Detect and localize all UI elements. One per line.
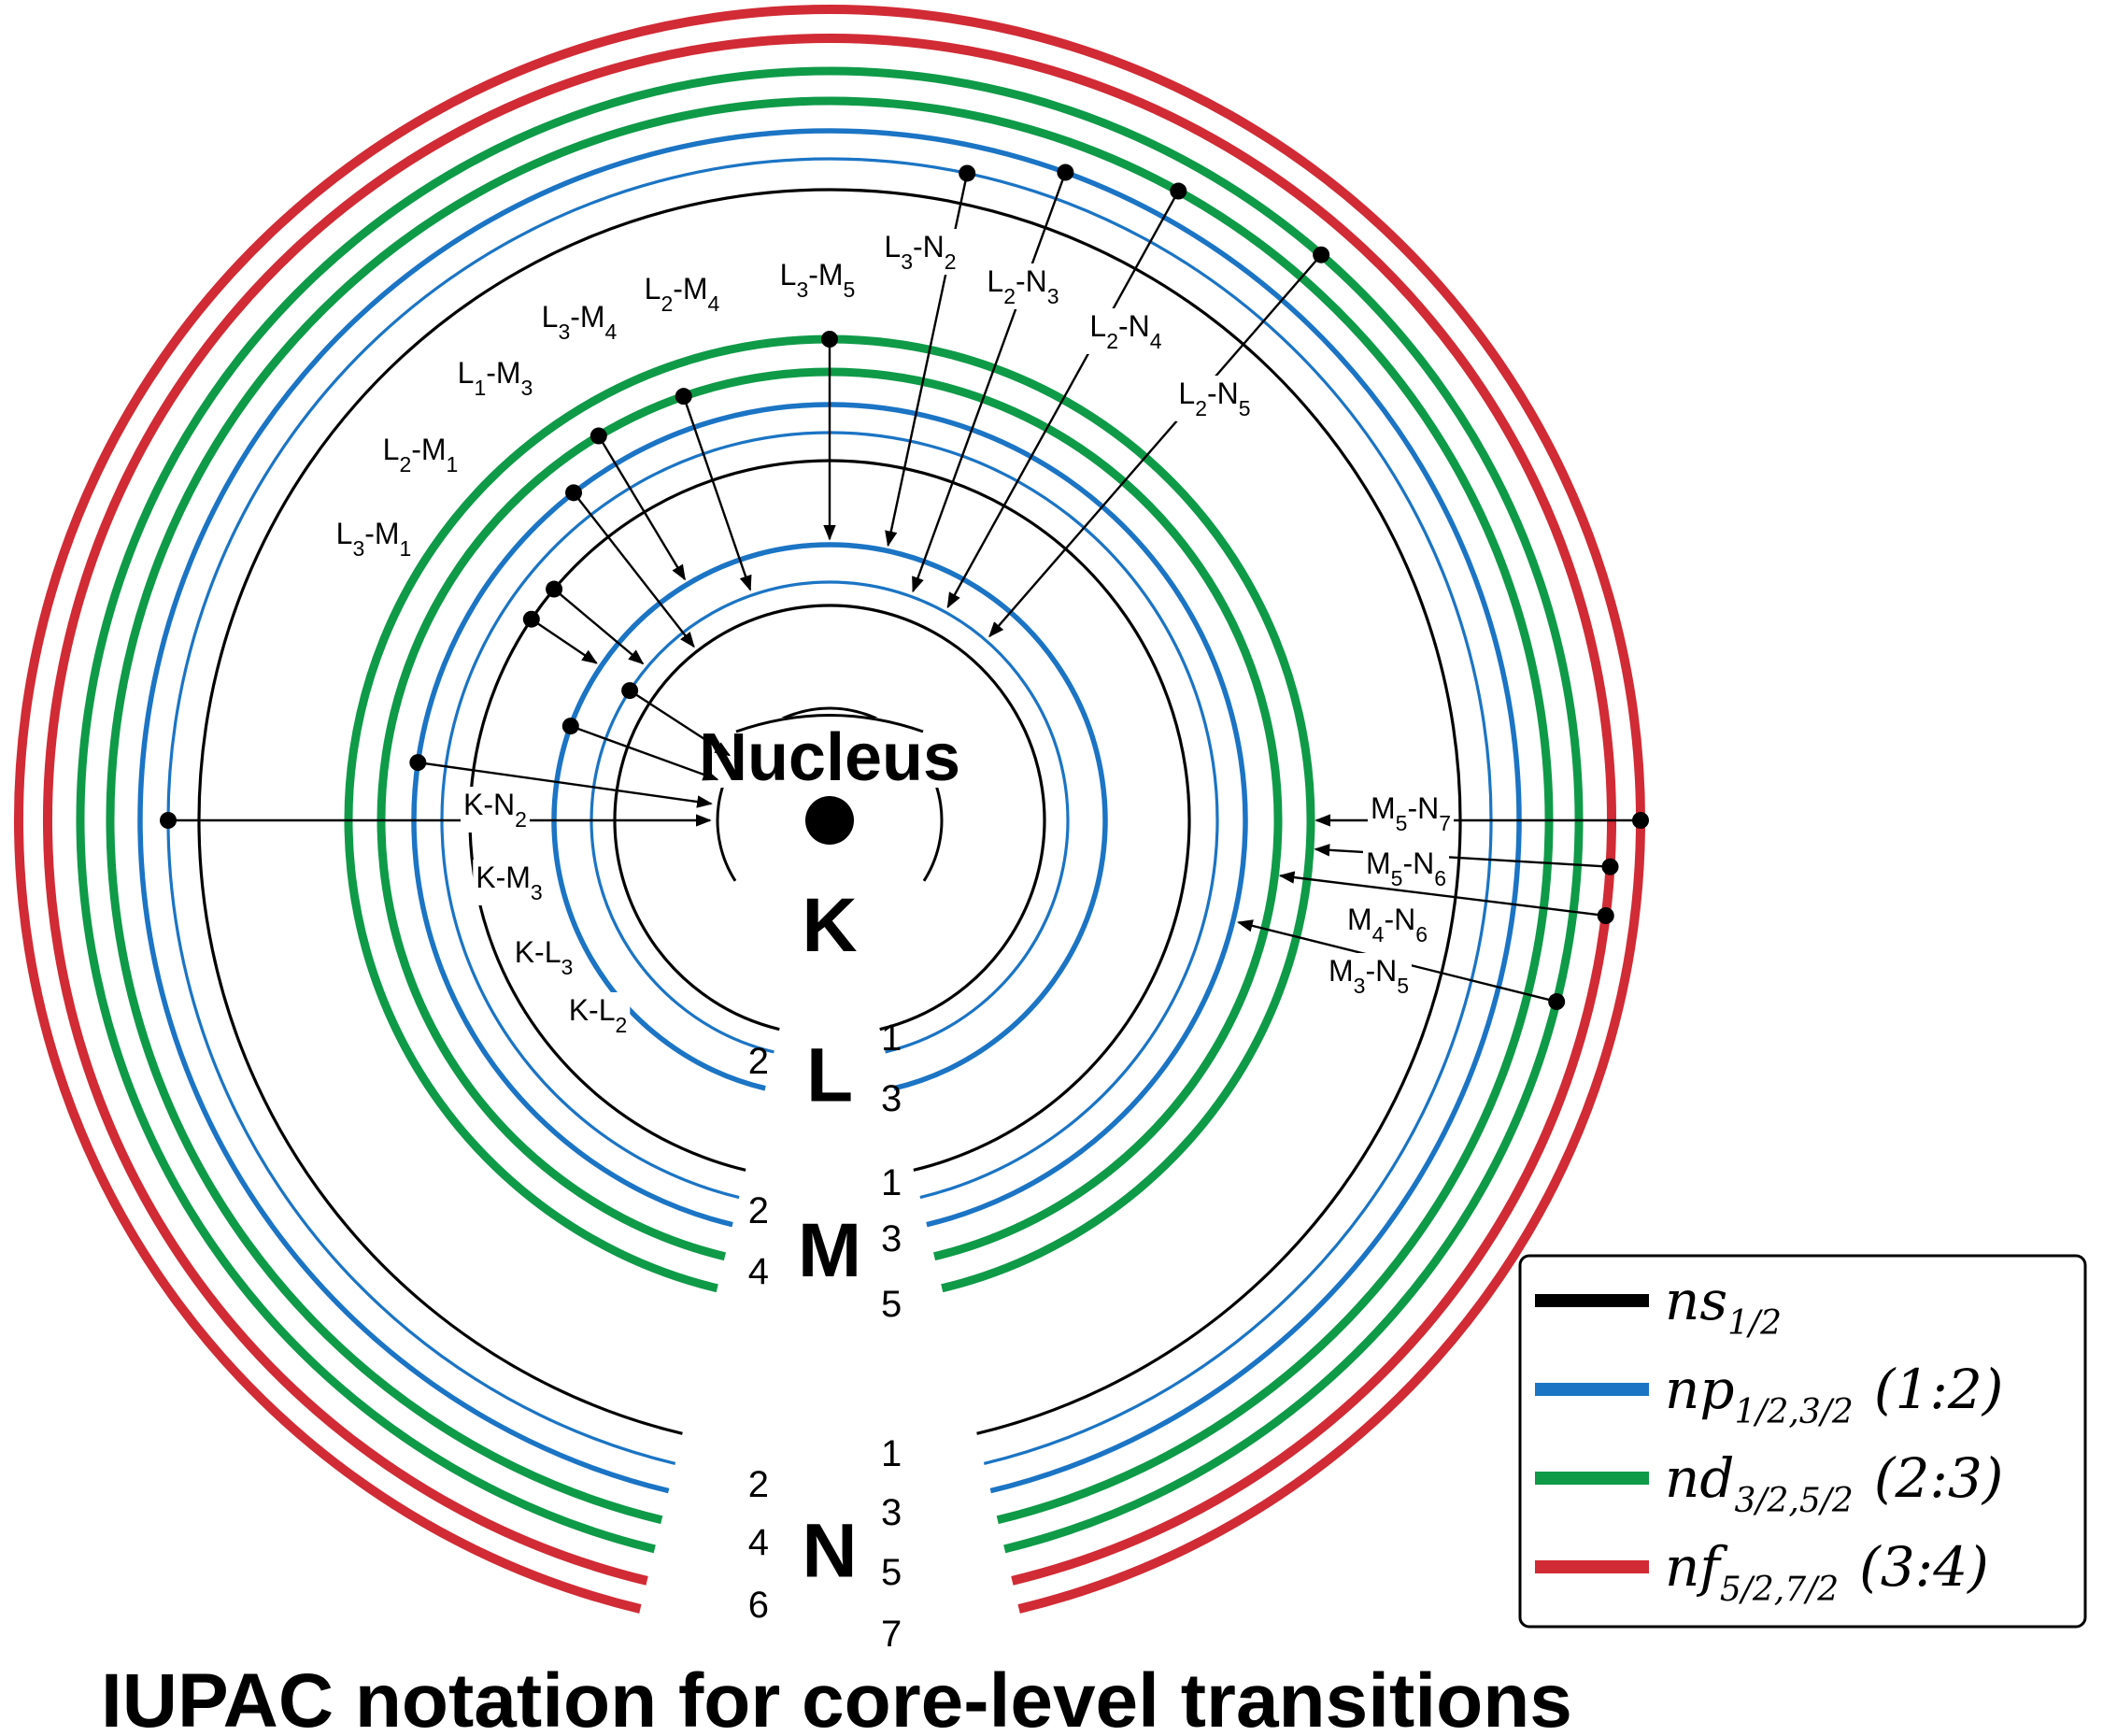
subshell-index-L1: 1 [881,1017,902,1059]
subshell-index-M1: 1 [881,1162,902,1203]
ring-K-top [735,714,924,733]
transition-label-L3-M5: L3-M5 [776,257,859,303]
svg-text:M4-N6: M4-N6 [1347,903,1428,946]
nucleus-label-backdrop [689,718,970,788]
legend: ns1/2 np1/2,3/2 (1:2) nd3/2,5/2 (2:3) nf5/2,7… [1518,1254,2087,1629]
svg-text:L2-N4: L2-N4 [1089,309,1161,353]
subshell-index-N5: 5 [881,1552,902,1593]
svg-text:L1-M3: L1-M3 [458,356,533,400]
svg-text:K-N2: K-N2 [463,788,527,832]
legend-label-s: ns1/2 [1665,1269,1782,1343]
ring-L3 [551,542,1108,1091]
nucleus-dot [805,796,854,845]
subshell-index-N6: 6 [748,1585,769,1626]
svg-text:L3-N2: L3-N2 [884,230,956,274]
transition-arrow-K-M3 [418,761,713,808]
transition-label-L1-M3: L1-M3 [454,355,536,401]
transition-arrow-L2-M1 [553,588,645,665]
transition-label-L3-M4: L3-M4 [538,299,620,345]
ring-N2 [166,157,1493,1465]
transition-arrow-L2-M4 [682,395,752,591]
transition-arrow-M5-N6 [1314,844,1611,868]
transition-arrow-L2-N4 [946,190,1180,609]
subshell-index-N3: 3 [881,1492,902,1533]
svg-text:L2-N5: L2-N5 [1178,377,1250,420]
transition-label-L2-M4: L2-M4 [641,271,723,317]
ring-L1 [613,604,1046,1032]
legend-box [1518,1254,2087,1629]
svg-text:L3-M5: L3-M5 [780,258,856,302]
transition-arrow-K-L2 [629,690,732,757]
svg-text:M5-N6: M5-N6 [1366,847,1446,890]
subshell-index-N2: 2 [748,1464,769,1505]
transition-label-L3-M1: L3-M1 [333,516,415,562]
svg-text:L3-M4: L3-M4 [542,300,618,344]
legend-label-d: nd3/2,5/2 (2:3) [1665,1446,2003,1520]
transition-label-L2-N5: L2-N5 [1175,376,1254,421]
svg-text:L3-M1: L3-M1 [336,517,412,561]
svg-text:L2-N3: L2-N3 [987,264,1059,308]
transition-label-K-N2: K-N2 [461,787,530,832]
shell-letter-M: M [798,1208,861,1293]
page-title: IUPAC notation for core-level transition… [101,1658,1572,1736]
transition-arrow-M4-N6 [1278,871,1606,918]
transition-label-M5-N7: M5-N7 [1367,790,1455,836]
ring-N5 [76,66,1584,1554]
subshell-index-N4: 4 [748,1522,769,1563]
subshell-index-L2: 2 [748,1041,769,1082]
subshell-index-N7: 7 [881,1614,902,1655]
svg-text:K-L2: K-L2 [569,993,628,1037]
legend-label-f: nf5/2,7/2 (3:4) [1665,1535,1989,1609]
transition-label-M3-N5: M3-N5 [1325,953,1413,999]
transition-label-K-L2: K-L2 [565,992,631,1038]
transition-label-L2-N3: L2-N3 [984,263,1062,309]
subshell-index-M5: 5 [881,1284,902,1325]
transition-arrow-L2-N3 [912,172,1067,593]
shell-letter-K: K [802,883,857,968]
transition-arrow-L1-M3 [573,491,695,648]
subshell-index-M4: 4 [748,1251,769,1292]
transition-label-L2-M1: L2-M1 [379,432,462,477]
transition-label-L3-N2: L3-N2 [881,229,959,275]
transition-label-K-L3: K-L3 [511,934,576,980]
shell-letter-L: L [806,1033,853,1118]
svg-text:M3-N5: M3-N5 [1329,954,1409,998]
ring-N6 [42,33,1616,1586]
svg-text:K-M3: K-M3 [476,861,542,904]
transition-arrow-K-L3 [570,724,719,781]
ring-K [716,706,944,882]
subshell-index-M2: 2 [748,1190,769,1231]
nucleus-label: Nucleus [699,720,960,795]
svg-text:L2-M1: L2-M1 [383,433,459,477]
subshell-index-M3: 3 [881,1218,902,1259]
ring-N1 [197,188,1462,1435]
svg-text:K-L3: K-L3 [515,935,574,979]
subshell-index-L3: 3 [881,1078,902,1119]
transition-arrow-L3-M1 [531,618,598,664]
transition-arrow-L3-M4 [597,434,687,581]
subshell-index-N1: 1 [881,1433,902,1474]
ring-N3 [137,128,1522,1494]
ring-L2 [590,580,1070,1054]
transition-label-K-M3: K-M3 [473,860,546,905]
shell-rings [14,5,1645,1614]
svg-text:M5-N7: M5-N7 [1371,791,1451,835]
ring-N7 [14,5,1645,1614]
k-shell: K [689,706,970,968]
transition-label-M5-N6: M5-N6 [1362,846,1450,891]
transition-label-M4-N6: M4-N6 [1343,902,1431,947]
ring-N4 [106,96,1554,1525]
legend-label-p: np1/2,3/2 (1:2) [1665,1358,2003,1431]
shell-letter-N: N [802,1509,857,1594]
transition-label-L2-N4: L2-N4 [1087,308,1165,354]
transition-arrow-L2-N5 [988,253,1323,638]
svg-text:L2-M4: L2-M4 [645,272,720,316]
